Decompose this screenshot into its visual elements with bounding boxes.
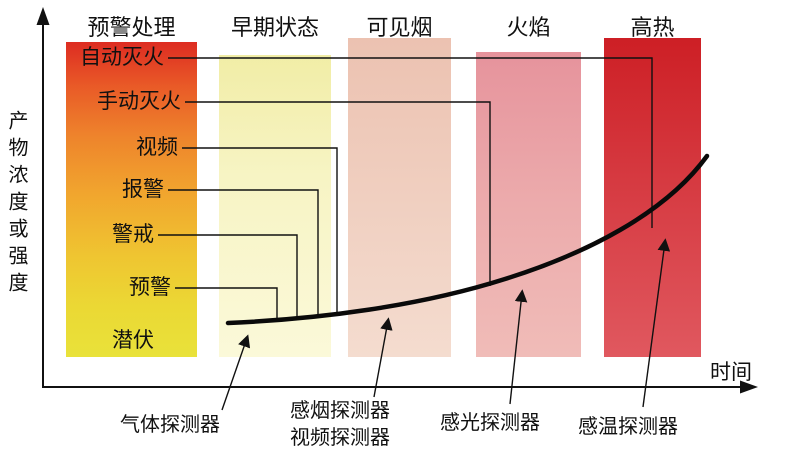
y-axis-arrow-icon bbox=[36, 7, 50, 25]
level-label-video: 视频 bbox=[136, 136, 178, 159]
connector-alarm bbox=[168, 189, 319, 317]
stage-column-flame bbox=[476, 52, 581, 357]
level-label-latent: 潜伏 bbox=[112, 329, 154, 352]
smoke-video-detector-arrow-icon bbox=[373, 317, 393, 398]
connector-alert bbox=[158, 234, 298, 318]
detector-label-gas-line: 气体探测器 bbox=[120, 414, 220, 436]
level-label-alarm: 报警 bbox=[122, 178, 164, 201]
level-label-prewarning: 预警 bbox=[129, 276, 171, 299]
detector-label-heat: 感温探测器 bbox=[578, 414, 678, 441]
connector-manual-suppression bbox=[185, 101, 491, 286]
stage-header-early-state: 早期状态 bbox=[230, 15, 319, 40]
stage-header-high-heat: 高热 bbox=[630, 15, 675, 40]
detector-label-smoke-line: 感烟探测器 bbox=[290, 400, 390, 422]
x-axis-label: 时间 bbox=[710, 361, 752, 384]
connector-auto-suppression bbox=[168, 57, 653, 228]
detector-arrow-lines bbox=[221, 238, 671, 411]
threshold-connector-lines bbox=[158, 57, 653, 319]
y-axis-label: 产物浓度或强度 bbox=[5, 110, 27, 299]
stage-header-flame: 火焰 bbox=[506, 15, 551, 40]
fire-growth-curve bbox=[225, 153, 710, 326]
detector-label-gas: 气体探测器 bbox=[120, 412, 220, 439]
stage-header-visible-smoke: 可见烟 bbox=[366, 15, 433, 40]
level-label-alert: 警戒 bbox=[112, 223, 154, 246]
detector-label-heat-line: 感温探测器 bbox=[578, 416, 678, 438]
connector-prewarning bbox=[175, 287, 278, 319]
gas-detector-arrow-icon bbox=[221, 334, 251, 411]
detector-label-smoke-video: 感烟探测器 视频探测器 bbox=[272, 398, 408, 452]
light-detector-arrow-icon bbox=[509, 289, 528, 405]
detector-label-light-line: 感光探测器 bbox=[440, 412, 540, 434]
stage-header-prewarning-handling: 预警处理 bbox=[87, 15, 176, 40]
connector-video bbox=[182, 147, 338, 316]
heat-detector-arrow-icon bbox=[642, 238, 671, 408]
x-axis-arrow-icon bbox=[740, 380, 758, 394]
axes-lines bbox=[42, 20, 744, 388]
level-label-manual-suppression: 手动灭火 bbox=[97, 90, 181, 113]
level-label-auto-suppression: 自动灭火 bbox=[80, 46, 164, 69]
stage-column-early-state bbox=[219, 55, 331, 357]
stage-column-prewarning-handling bbox=[66, 42, 197, 357]
detector-label-light: 感光探测器 bbox=[440, 410, 540, 437]
detector-label-video-line: 视频探测器 bbox=[290, 427, 390, 449]
